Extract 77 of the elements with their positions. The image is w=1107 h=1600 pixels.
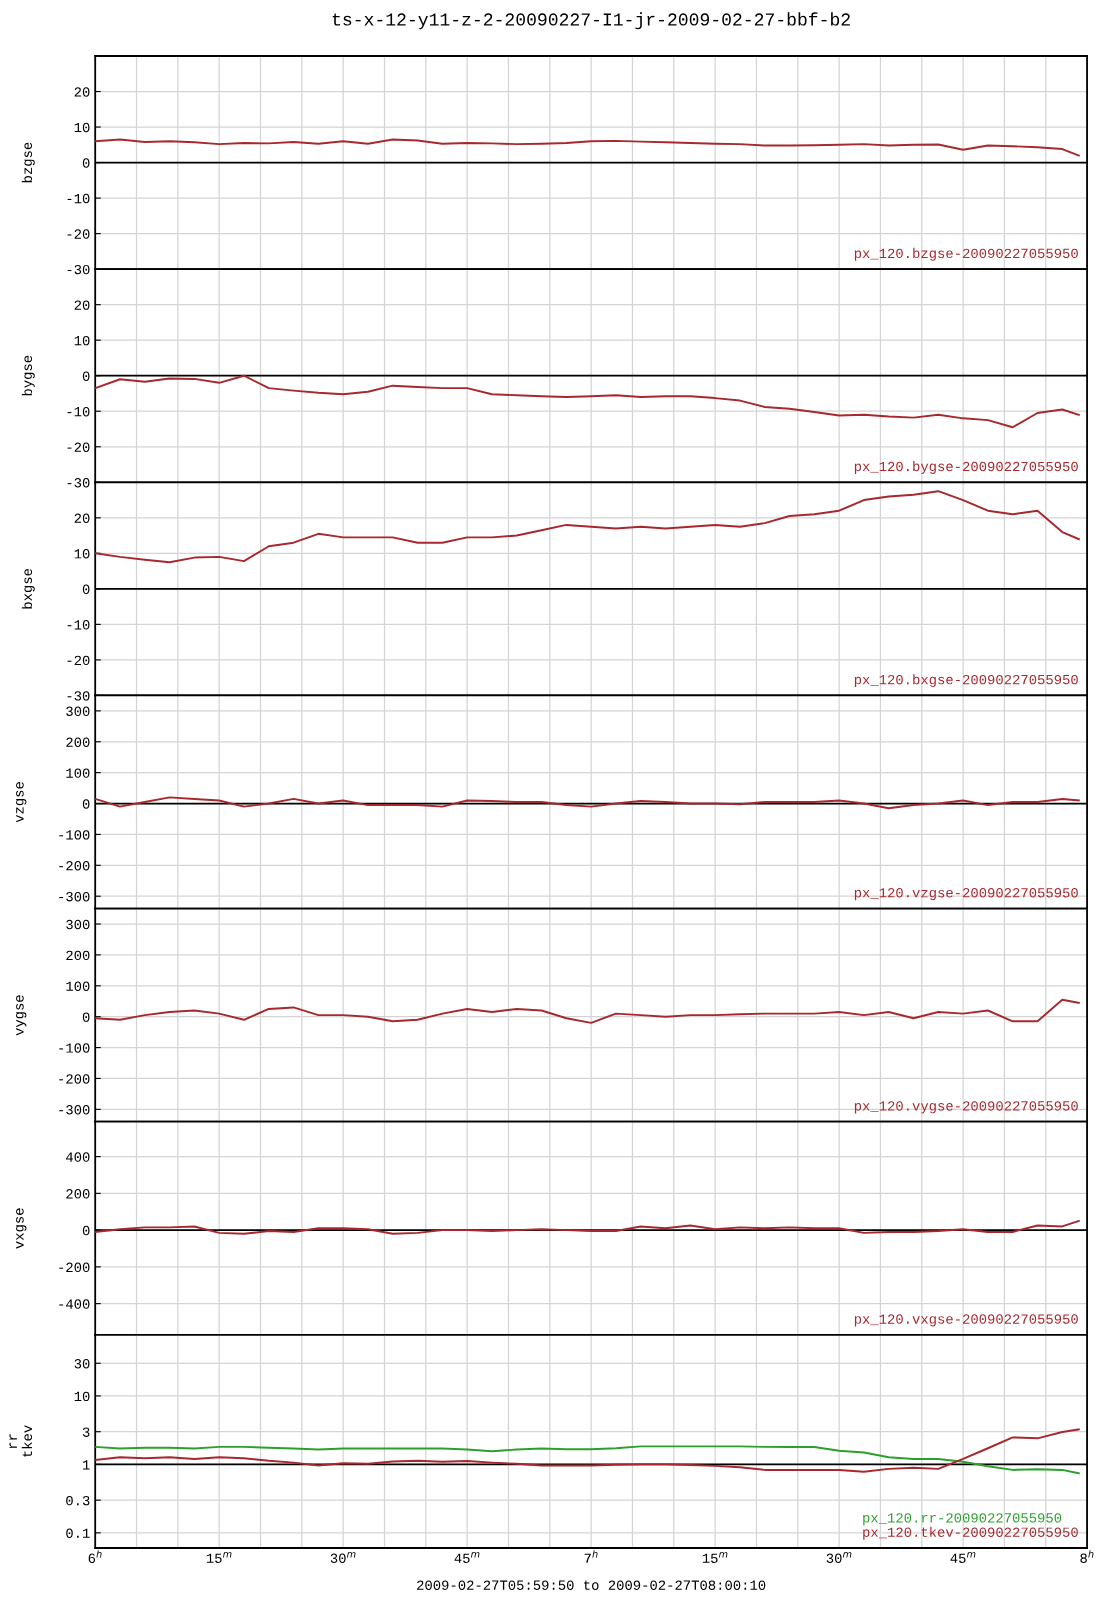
y-tick-label: -30	[67, 478, 90, 488]
y-tick-label: 200	[66, 737, 90, 747]
text: px_120.bygse-20090227055950	[854, 461, 1078, 474]
y-tick-label: -300	[59, 891, 90, 902]
text: px_120.bzgse-20090227055950	[854, 247, 1078, 261]
y-tick-label: -20	[67, 229, 90, 239]
line-series	[95, 374, 1080, 429]
line-series	[95, 1219, 1080, 1235]
y-tick-label: 0	[82, 371, 90, 381]
y-tick-label: 200	[66, 1189, 90, 1199]
line-series	[95, 796, 1080, 810]
y-tick-label: -30	[67, 691, 90, 701]
y-tick-label: -100	[59, 1043, 90, 1053]
x-tick-label: 45$^{m}$	[950, 1552, 976, 1563]
y-tick-label: 400	[66, 1152, 90, 1162]
y-tick-label: -100	[59, 830, 90, 840]
y-tick-label: -10	[67, 406, 90, 417]
y-tick-label: -200	[59, 861, 90, 871]
y-tick-label: 0.3	[66, 1495, 90, 1506]
y-tick-label: -10	[67, 620, 90, 630]
y-tick-label: 20	[74, 87, 90, 97]
line-series	[95, 138, 1080, 157]
y-axis-title: bygse	[21, 355, 35, 396]
y-tick-label: 0	[82, 158, 90, 168]
y-tick-label: -30	[67, 264, 90, 275]
x-tick-label: 6$^{h}$	[88, 1550, 102, 1563]
y-tick-label: 0	[82, 584, 90, 595]
text: px_120.tkev-20090227055950	[863, 1526, 1078, 1540]
y-axis-title: bxgse	[21, 568, 35, 609]
line-series	[95, 1428, 1080, 1473]
text: px_120.bxgse-20090227055950	[854, 674, 1078, 688]
text: px_120.rr-20090227055950	[863, 1513, 1062, 1526]
y-tick-label: -400	[59, 1299, 90, 1309]
y-tick-label: 0	[82, 799, 90, 809]
y-tick-label: 3	[82, 1427, 90, 1437]
text: px_120.vxgse-20090227055950	[854, 1314, 1078, 1327]
x-tick-label: 15$^{m}$	[702, 1552, 728, 1563]
text: px_120.vygse-20090227055950	[854, 1101, 1078, 1114]
y-tick-label: 1	[83, 1460, 90, 1470]
chart-title: ts-x-12-y11-z-2-20090227-I1-jr-2009-02-27-bbf-b2	[332, 12, 850, 30]
y-tick-label: 10	[74, 335, 90, 346]
y-axis-title: vxgse	[16, 1208, 27, 1249]
x-tick-label: 8$^{h}$	[1080, 1550, 1094, 1563]
x-tick-label: 30$^{m}$	[826, 1552, 852, 1563]
y-tick-label: 300	[66, 919, 90, 930]
y-tick-label: 0.1	[66, 1528, 90, 1538]
y-tick-label: 300	[66, 706, 90, 717]
y-tick-label: 100	[66, 981, 90, 991]
y-tick-label: 10	[74, 1391, 90, 1402]
y-axis-title: vzgse	[16, 782, 27, 823]
y-tick-label: 200	[66, 950, 90, 961]
line-series	[95, 998, 1080, 1024]
x-axis-title: 2009-02-27T05:59:50 to 2009-02-27T08:00:10	[417, 1580, 766, 1590]
text: px_120.vzgse-20090227055950	[854, 888, 1078, 901]
x-tick-label: 15$^{m}$	[206, 1552, 232, 1563]
y-axis-title: bzgse	[21, 142, 35, 183]
y-tick-label: -300	[59, 1105, 90, 1115]
y-tick-label: -200	[59, 1262, 90, 1273]
y-tick-label: 20	[74, 300, 90, 310]
y-tick-label: -20	[67, 655, 90, 666]
y-axis-title: vygse	[16, 995, 27, 1036]
y-tick-label: 30	[74, 1359, 90, 1369]
x-tick-label: 30$^{m}$	[330, 1552, 356, 1563]
y-tick-label: -20	[67, 442, 90, 452]
y-axis-title: rr tkev	[9, 1425, 33, 1457]
x-tick-label: 7$^{h}$	[584, 1550, 598, 1563]
y-tick-label: -10	[67, 193, 90, 204]
x-tick-label: 45$^{m}$	[454, 1552, 480, 1563]
y-tick-label: 20	[74, 513, 90, 523]
line-series	[95, 1445, 1080, 1475]
y-tick-label: -200	[59, 1074, 90, 1084]
y-tick-label: 10	[74, 549, 90, 559]
y-tick-label: 100	[66, 768, 90, 778]
y-tick-label: 0	[82, 1012, 90, 1022]
line-series	[95, 490, 1080, 564]
y-tick-label: 0	[82, 1225, 90, 1236]
y-tick-label: 10	[74, 122, 90, 133]
